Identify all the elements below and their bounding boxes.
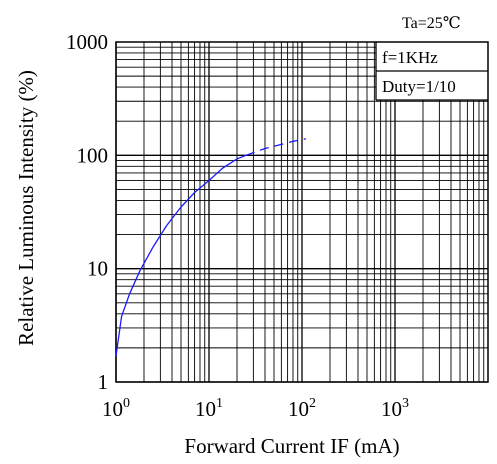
- x-tick-label: 102: [288, 396, 316, 421]
- x-tick-label: 103: [381, 396, 409, 421]
- frequency-label: f=1KHz: [382, 48, 438, 67]
- x-tick-labels: 100 101 102 103: [102, 396, 409, 421]
- y-tick-label: 1000: [66, 30, 108, 54]
- ambient-temperature-label: Ta=25℃: [402, 15, 461, 32]
- duty-label: Duty=1/10: [382, 77, 456, 96]
- plot-frame: [115, 41, 489, 383]
- y-tick-label: 100: [77, 143, 109, 167]
- series-line-dashed: [245, 138, 306, 156]
- y-axis-label: Relative Luminous Intensity (%): [14, 70, 38, 346]
- y-tick-labels: 1 10 100 1000: [66, 30, 108, 394]
- x-tick-label: 101: [195, 396, 223, 421]
- y-tick-label: 10: [87, 257, 108, 281]
- x-tick-label: 100: [102, 396, 130, 421]
- series-line-solid: [115, 154, 247, 356]
- x-axis-label: Forward Current IF (mA): [184, 434, 399, 458]
- annotation-box-lines: [375, 42, 488, 101]
- grid-minor-lines: [116, 42, 488, 382]
- y-tick-label: 1: [98, 370, 109, 394]
- series-group: [115, 138, 306, 356]
